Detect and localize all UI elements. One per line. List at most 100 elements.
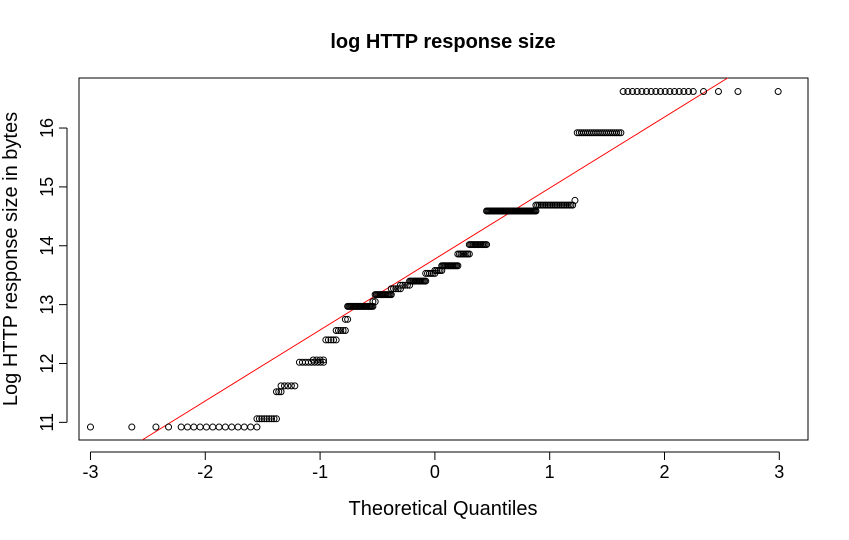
data-point: [652, 88, 660, 96]
data-point: [240, 423, 248, 431]
data-point: [309, 356, 317, 364]
y-tick-label: 13: [37, 295, 57, 315]
data-points-layer: [86, 88, 782, 431]
data-point: [316, 356, 324, 364]
data-point: [390, 285, 398, 293]
data-point: [700, 88, 708, 96]
data-point: [234, 423, 242, 431]
data-point: [221, 423, 229, 431]
data-point: [128, 423, 136, 431]
data-point: [330, 336, 338, 344]
data-point: [196, 423, 204, 431]
data-point: [643, 88, 651, 96]
x-tick-label: 1: [545, 462, 555, 482]
data-point: [287, 382, 295, 390]
data-point: [685, 88, 693, 96]
x-tick-label: 3: [774, 462, 784, 482]
data-point: [422, 277, 430, 285]
data-point: [341, 315, 349, 323]
data-point: [253, 415, 261, 423]
data-point: [675, 88, 683, 96]
data-point: [228, 423, 236, 431]
x-tick-label: -3: [82, 462, 98, 482]
data-point: [399, 281, 407, 289]
data-point: [483, 241, 491, 249]
data-point: [86, 423, 94, 431]
data-point: [638, 88, 646, 96]
data-point: [320, 356, 328, 364]
data-point: [177, 423, 185, 431]
data-point: [392, 285, 400, 293]
data-point: [617, 129, 625, 137]
data-point: [734, 88, 742, 96]
y-tick-label: 15: [37, 177, 57, 197]
data-point: [313, 356, 321, 364]
data-point: [369, 298, 377, 306]
data-point: [215, 423, 223, 431]
data-point: [209, 423, 217, 431]
data-point: [394, 285, 402, 293]
data-point: [332, 336, 340, 344]
data-point: [401, 281, 409, 289]
reference-line-layer: [141, 77, 728, 441]
data-point: [253, 423, 261, 431]
data-point: [284, 382, 292, 390]
y-tick-label: 16: [37, 118, 57, 138]
data-point: [272, 415, 280, 423]
data-point: [263, 415, 271, 423]
data-point: [387, 285, 395, 293]
chart-title: log HTTP response size: [330, 31, 555, 53]
data-point: [324, 336, 332, 344]
data-point: [371, 298, 379, 306]
data-point: [689, 88, 697, 96]
data-point: [268, 415, 276, 423]
data-point: [152, 423, 160, 431]
y-tick-label: 14: [37, 236, 57, 256]
y-axis-label: Log HTTP response size in bytes: [0, 112, 22, 406]
data-point: [277, 382, 285, 390]
data-point: [272, 388, 280, 396]
qq-reference-line: [141, 77, 728, 441]
data-point: [258, 415, 266, 423]
data-point: [291, 382, 299, 390]
x-tick-label: -2: [197, 462, 213, 482]
data-point: [647, 88, 655, 96]
data-point: [281, 382, 288, 390]
data-point: [629, 88, 636, 96]
x-axis: -3 -2 -1 0 1 2 3: [82, 451, 784, 482]
data-point: [202, 423, 210, 431]
data-point: [671, 88, 679, 96]
y-axis: 11 12 13 14 15 16: [37, 118, 68, 432]
data-point: [275, 388, 283, 396]
data-point: [320, 358, 328, 366]
data-point: [465, 250, 473, 258]
data-point: [403, 281, 411, 289]
data-point: [680, 88, 688, 96]
data-point: [190, 423, 198, 431]
y-tick-label: 12: [37, 353, 57, 373]
data-point: [341, 327, 349, 335]
data-point: [332, 327, 340, 335]
data-point: [613, 129, 621, 137]
plot-frame: [78, 77, 809, 441]
data-point: [334, 327, 342, 335]
data-point: [633, 88, 641, 96]
data-point: [327, 336, 335, 344]
data-point: [624, 88, 632, 96]
data-point: [396, 281, 404, 289]
data-point: [270, 415, 278, 423]
data-point: [661, 88, 669, 96]
data-point: [657, 88, 665, 96]
data-point: [714, 88, 722, 96]
data-point: [396, 285, 404, 293]
data-point: [247, 423, 255, 431]
data-point: [344, 315, 352, 323]
data-point: [774, 88, 782, 96]
data-point: [337, 327, 345, 335]
data-point: [165, 423, 173, 431]
x-tick-label: 0: [430, 462, 440, 482]
data-point: [183, 423, 191, 431]
data-point: [322, 336, 330, 344]
data-point: [571, 196, 579, 204]
